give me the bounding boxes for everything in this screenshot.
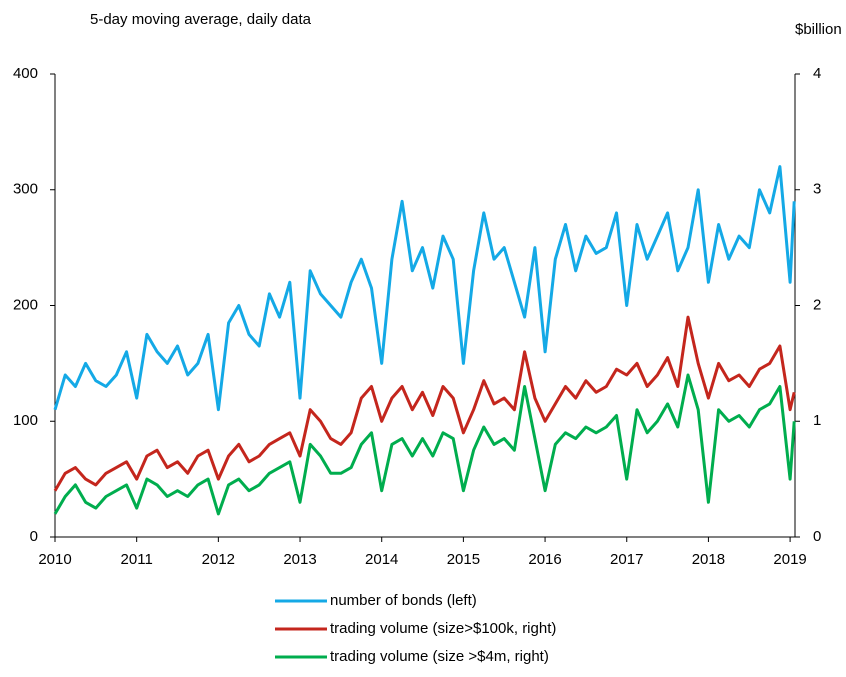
legend-label: trading volume (size >$4m, right) — [330, 648, 549, 665]
series-line — [53, 165, 796, 412]
x-tick-label: 2018 — [692, 551, 725, 568]
x-tick-label: 2011 — [121, 551, 153, 568]
x-tick-label: 2019 — [773, 551, 806, 568]
y-tick-label: 300 — [13, 181, 38, 198]
x-tick-label: 2015 — [447, 551, 480, 568]
x-tick-label: 2016 — [528, 551, 561, 568]
x-tick-label: 2010 — [38, 551, 71, 568]
y-tick-label: 0 — [30, 528, 38, 545]
y-tick-label: 100 — [13, 412, 38, 429]
x-tick-label: 2012 — [202, 551, 235, 568]
series-line — [53, 373, 796, 516]
x-tick-label: 2014 — [365, 551, 398, 568]
y2-tick-label: 4 — [813, 65, 821, 82]
y2-tick-label: 3 — [813, 181, 821, 198]
y-tick-label: 400 — [13, 65, 38, 82]
y-tick-label: 200 — [13, 296, 38, 313]
y2-tick-label: 2 — [813, 296, 821, 313]
y2-axis-label: $billion — [795, 21, 842, 38]
x-tick-label: 2017 — [610, 551, 643, 568]
legend-label: trading volume (size>$100k, right) — [330, 620, 556, 637]
series-line — [53, 315, 796, 492]
x-tick-label: 2013 — [283, 551, 316, 568]
y2-tick-label: 0 — [813, 528, 821, 545]
chart-subtitle: 5-day moving average, daily data — [90, 11, 312, 28]
legend-label: number of bonds (left) — [330, 592, 477, 609]
y2-tick-label: 1 — [813, 412, 821, 429]
